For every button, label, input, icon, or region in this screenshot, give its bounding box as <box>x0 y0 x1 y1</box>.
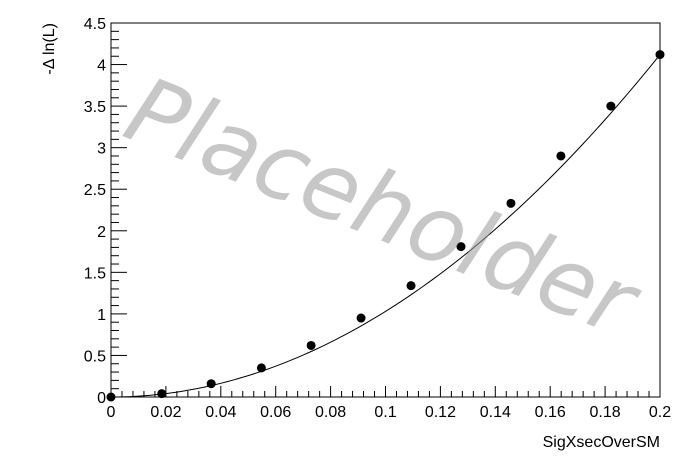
x-tick-label: 0.06 <box>260 404 291 421</box>
y-tick-label: 1.5 <box>84 265 106 282</box>
data-point <box>406 281 416 291</box>
x-tick-label: 0.08 <box>315 404 346 421</box>
x-tick-label: 0.04 <box>205 404 236 421</box>
y-tick-label: 3 <box>97 141 106 158</box>
x-axis-title: SigXsecOverSM <box>543 434 660 451</box>
data-point <box>157 389 167 399</box>
y-tick-label: 4 <box>97 58 106 75</box>
data-point <box>556 151 566 161</box>
y-tick-label: 2 <box>97 224 106 241</box>
data-point <box>206 379 216 389</box>
x-tick-label: 0.14 <box>480 404 511 421</box>
data-point <box>306 340 316 350</box>
y-tick-label: 2.5 <box>84 182 106 199</box>
y-tick-label: 4.5 <box>84 16 106 33</box>
placeholder-watermark: Placeholder <box>112 56 655 359</box>
x-tick-label: 0.18 <box>590 404 621 421</box>
y-tick-label: 0.5 <box>84 348 106 365</box>
data-point <box>655 50 665 60</box>
data-point <box>606 101 616 111</box>
data-point <box>356 313 366 323</box>
y-tick-label: 3.5 <box>84 99 106 116</box>
data-point <box>506 198 516 208</box>
y-tick-label: 1 <box>97 307 106 324</box>
y-tick-label: 0 <box>97 390 106 407</box>
axes: 0 0.02 0.04 0.06 0.08 0.1 0.12 0.14 0.16 0.18 0.2 0… <box>84 16 671 421</box>
fit-curve <box>110 54 661 398</box>
data-point <box>106 392 116 402</box>
x-tick-label: 0.02 <box>150 404 181 421</box>
data-points <box>106 50 665 402</box>
x-tick-label: 0.16 <box>535 404 566 421</box>
x-tick-label: 0 <box>107 404 116 421</box>
x-tick-label: 0.2 <box>649 404 671 421</box>
x-tick-label: 0.1 <box>374 404 396 421</box>
y-axis-title: -Δ ln(L) <box>41 23 58 75</box>
data-point <box>456 242 466 252</box>
fit-curve-layer <box>110 54 661 398</box>
data-point <box>256 363 266 373</box>
x-tick-label: 0.12 <box>425 404 456 421</box>
